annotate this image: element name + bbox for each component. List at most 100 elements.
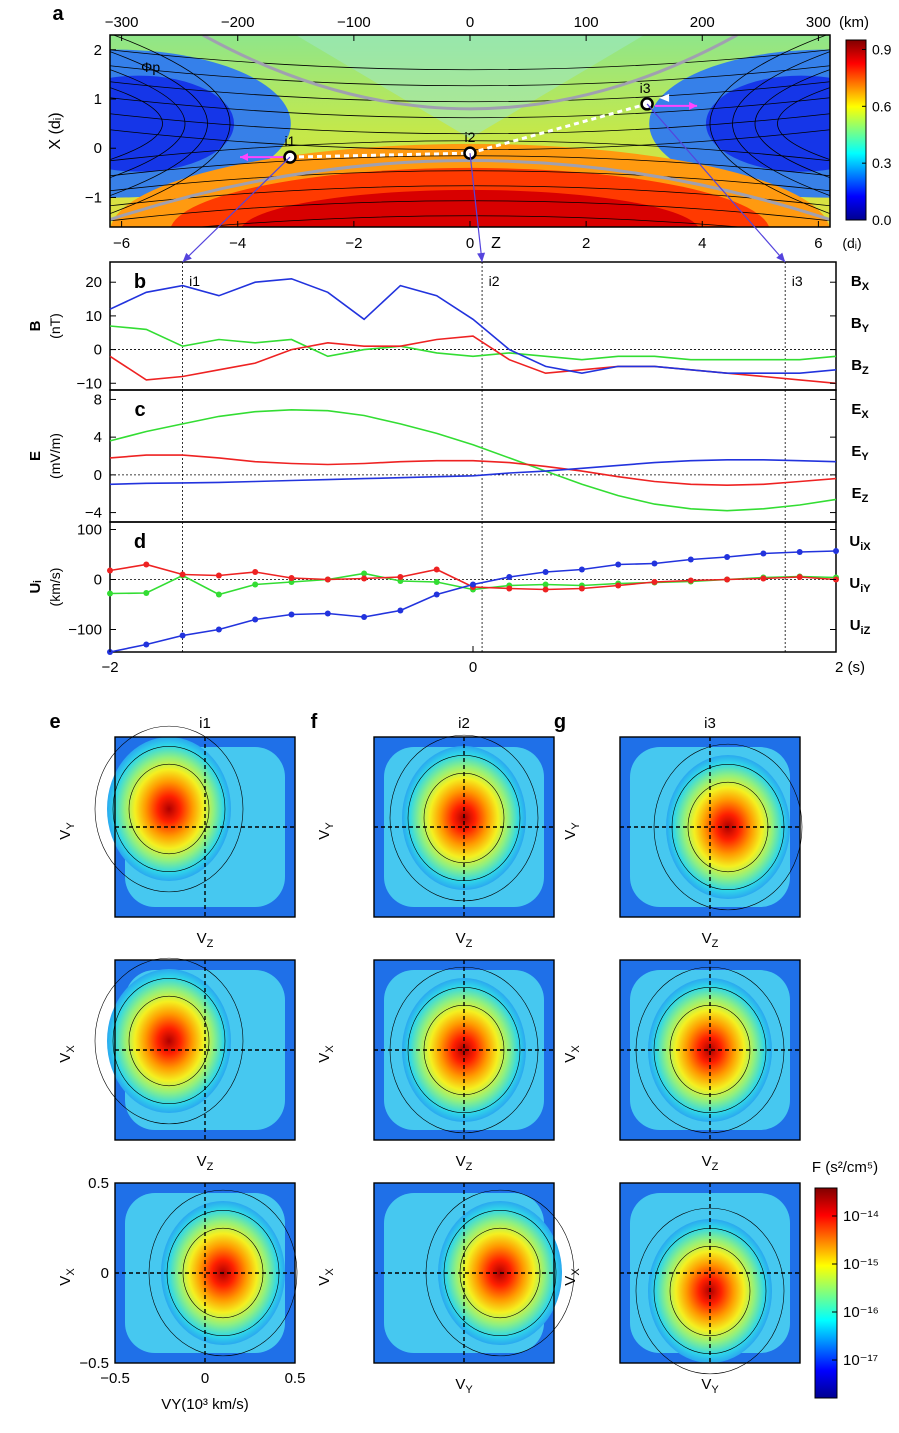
distribution-plot — [374, 735, 554, 917]
colorbar-f — [815, 1188, 837, 1398]
data-point-UiY — [724, 577, 730, 583]
data-point-UiZ — [724, 554, 730, 560]
y-axis-label: VX — [57, 1045, 77, 1063]
x-tick-label: 4 — [698, 235, 706, 252]
x-tick-label: −6 — [113, 235, 130, 252]
distribution-plot — [95, 726, 295, 917]
y-axis-label: X (dᵢ) — [47, 112, 64, 149]
data-point-UiZ — [470, 582, 476, 588]
panel-letter-b: b — [134, 271, 146, 293]
x-axis-label: VZ — [456, 930, 473, 950]
legend-EZ: EZ — [852, 485, 869, 505]
colorbar-tick-label: 0.0 — [872, 212, 892, 228]
data-point-UiZ — [289, 612, 295, 618]
colorbar-tick-label: 0.3 — [872, 155, 892, 171]
x-axis-label: VZ — [702, 1153, 719, 1173]
data-point-UiZ — [688, 557, 694, 563]
y-tick-label: 0.5 — [88, 1175, 109, 1192]
distribution-plot — [620, 1183, 800, 1374]
x-tick-label: 2 — [582, 235, 590, 252]
x-tick-label: −2 — [345, 235, 362, 252]
data-point-UiY — [107, 568, 113, 574]
panel-c-frame — [110, 390, 836, 522]
colorbar-tick-label: 10⁻¹⁴ — [843, 1208, 879, 1225]
data-point-UiY — [434, 567, 440, 573]
column-title: i3 — [704, 715, 716, 732]
data-point-UiX — [143, 590, 149, 596]
sample-point-label: i3 — [640, 80, 651, 96]
y-axis-label: VY — [57, 822, 77, 840]
panel-letter-d: d — [134, 531, 146, 553]
marker-label: i3 — [792, 273, 803, 289]
colorbar-a — [846, 40, 866, 220]
data-point-UiY — [615, 583, 621, 589]
x-axis-label: Z — [491, 235, 501, 252]
y-axis-label: B — [27, 320, 44, 331]
y-tick-label: 4 — [94, 429, 102, 446]
y-axis-label: VX — [316, 1268, 336, 1286]
series-BX — [110, 326, 836, 360]
top-tick-label: 300 — [806, 14, 831, 31]
column-title: i2 — [458, 715, 470, 732]
x-tick-label: 6 — [814, 235, 822, 252]
data-point-UiY — [797, 574, 803, 580]
data-point-UiZ — [833, 548, 839, 554]
data-point-UiY — [143, 562, 149, 568]
data-point-UiY — [325, 577, 331, 583]
data-point-UiY — [289, 575, 295, 581]
data-point-UiZ — [143, 642, 149, 648]
y-tick-label: 0 — [94, 467, 102, 484]
data-point-UiY — [760, 576, 766, 582]
distribution-plot — [95, 958, 295, 1140]
distribution-plot — [620, 960, 800, 1140]
y-tick-label: 8 — [94, 391, 102, 408]
x-axis-label: VZ — [197, 1153, 214, 1173]
distribution-core — [107, 737, 231, 881]
series-UiZ — [110, 551, 836, 652]
y-tick-label: 10 — [85, 308, 102, 325]
colorbar-tick-label: 0.9 — [872, 41, 892, 57]
data-point-UiY — [506, 586, 512, 592]
top-tick-label: 0 — [466, 14, 474, 31]
y-axis-label: VY — [562, 822, 582, 840]
data-point-UiZ — [325, 611, 331, 617]
low-density-core-right — [706, 76, 896, 172]
top-tick-label: 200 — [690, 14, 715, 31]
colorbar-tick-label: 10⁻¹⁷ — [843, 1352, 878, 1369]
data-point-UiY — [688, 578, 694, 584]
y-tick-label: −1 — [85, 189, 102, 206]
data-point-UiX — [434, 579, 440, 585]
x-tick-label: 0 — [201, 1370, 209, 1387]
data-point-UiY — [579, 586, 585, 592]
data-point-UiZ — [579, 567, 585, 573]
y-tick-label: 100 — [77, 522, 102, 539]
x-tick-label: 0.5 — [285, 1370, 306, 1387]
legend-UiX: UiX — [849, 533, 871, 553]
colorbar-tick-label: 10⁻¹⁶ — [843, 1304, 879, 1321]
data-point-UiZ — [361, 614, 367, 620]
series-EZ — [110, 460, 836, 485]
top-tick-label: −100 — [337, 14, 371, 31]
distribution-plot — [620, 737, 802, 917]
distribution-plot — [374, 1183, 574, 1363]
x-axis-label: VY — [455, 1376, 473, 1396]
y-tick-label: 0 — [94, 140, 102, 157]
data-point-UiZ — [506, 574, 512, 580]
marker-label: i2 — [489, 273, 500, 289]
column-title: i1 — [199, 715, 211, 732]
y-tick-label: −10 — [77, 375, 102, 392]
data-point-UiY — [397, 574, 403, 580]
top-tick-label: −200 — [221, 14, 255, 31]
y-tick-label: 0 — [94, 342, 102, 359]
data-point-UiZ — [760, 551, 766, 557]
y-tick-label: 0 — [101, 1265, 109, 1282]
y-axis-unit: (mV/m) — [47, 433, 63, 479]
data-point-UiY — [216, 573, 222, 579]
y-axis-label: E — [27, 451, 44, 461]
data-point-UiZ — [180, 633, 186, 639]
top-tick-label: 100 — [574, 14, 599, 31]
x-tick-label: 2 (s) — [835, 659, 865, 676]
data-point-UiZ — [252, 617, 258, 623]
sample-point-label: i2 — [465, 129, 476, 145]
y-tick-label: −100 — [68, 622, 102, 639]
